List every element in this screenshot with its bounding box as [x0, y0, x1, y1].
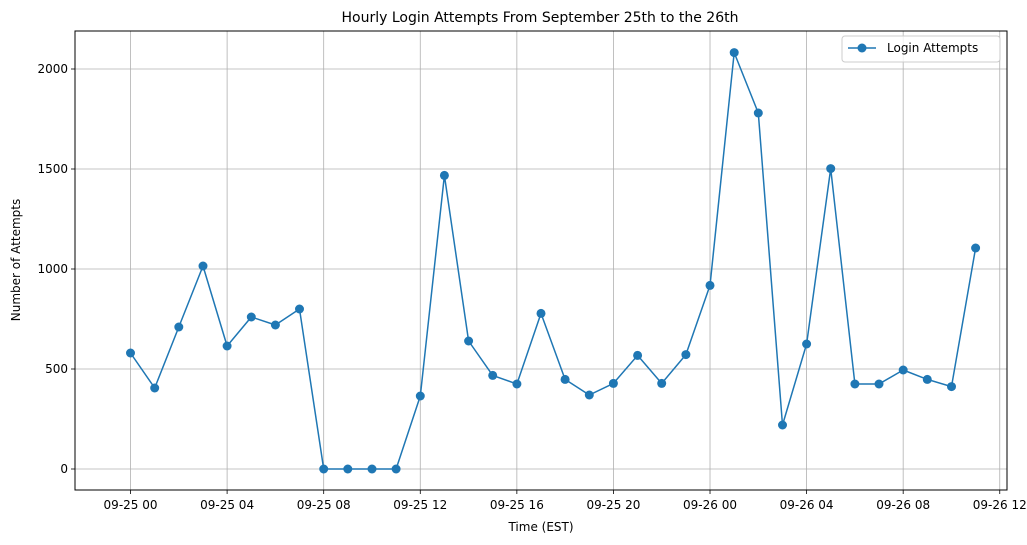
axis-ticks: 09-25 00 09-25 04 09-25 08 09-25 12 09-25 16… — [37, 62, 1026, 512]
grid-lines — [75, 31, 1007, 490]
x-tick-label: 09-25 08 — [297, 498, 351, 512]
y-axis-label: Number of Attempts — [9, 199, 23, 321]
x-tick-label: 09-26 04 — [780, 498, 834, 512]
data-point — [633, 350, 643, 360]
x-tick-label: 09-26 12 — [973, 498, 1027, 512]
data-point — [222, 341, 232, 351]
data-point — [367, 464, 377, 474]
y-tick-label: 2000 — [37, 62, 68, 76]
data-point — [536, 308, 546, 318]
legend: Login Attempts — [841, 35, 1001, 63]
y-tick-label: 1500 — [37, 162, 68, 176]
data-point — [174, 322, 184, 332]
x-tick-label: 09-25 04 — [200, 498, 254, 512]
x-tick-label: 09-25 16 — [490, 498, 544, 512]
data-point — [126, 348, 135, 358]
data-point — [898, 365, 908, 375]
legend-box — [841, 35, 1001, 63]
x-axis-label: Time (EST) — [507, 520, 573, 534]
data-point — [343, 464, 353, 474]
data-point — [246, 312, 256, 322]
data-point — [295, 304, 304, 314]
data-point — [512, 379, 522, 389]
data-point — [319, 464, 329, 474]
legend-label: Login Attempts — [887, 41, 978, 55]
x-tick-label: 09-26 08 — [876, 498, 930, 512]
data-point — [150, 383, 160, 393]
data-point — [584, 390, 594, 400]
data-point — [971, 243, 981, 253]
data-point — [560, 374, 570, 384]
y-tick-label: 1000 — [37, 262, 68, 276]
x-tick-label: 09-25 12 — [393, 498, 447, 512]
y-tick-label: 0 — [60, 462, 68, 476]
data-point — [464, 336, 474, 346]
chart-title: Hourly Login Attempts From September 25t… — [342, 10, 739, 26]
legend-marker — [857, 43, 867, 53]
data-point — [802, 339, 812, 349]
data-point — [753, 108, 763, 118]
data-point — [439, 170, 449, 180]
series-layer — [126, 48, 981, 474]
data-point — [705, 280, 715, 290]
data-point — [391, 464, 401, 474]
x-tick-label: 09-26 00 — [683, 498, 737, 512]
data-point — [657, 378, 667, 388]
data-point — [850, 379, 860, 389]
data-point — [608, 378, 618, 388]
data-point — [270, 320, 280, 330]
data-point — [826, 164, 836, 174]
plot-frame — [74, 30, 1008, 491]
data-point — [874, 379, 884, 389]
data-point — [922, 374, 932, 384]
y-tick-label: 500 — [45, 362, 68, 376]
data-point — [778, 420, 787, 430]
data-point — [198, 261, 208, 271]
data-point — [488, 370, 498, 380]
data-point — [681, 350, 691, 360]
data-point — [415, 391, 425, 401]
x-tick-label: 09-25 00 — [104, 498, 158, 512]
data-point — [729, 48, 739, 58]
data-point — [947, 382, 956, 392]
x-tick-label: 09-25 20 — [586, 498, 640, 512]
